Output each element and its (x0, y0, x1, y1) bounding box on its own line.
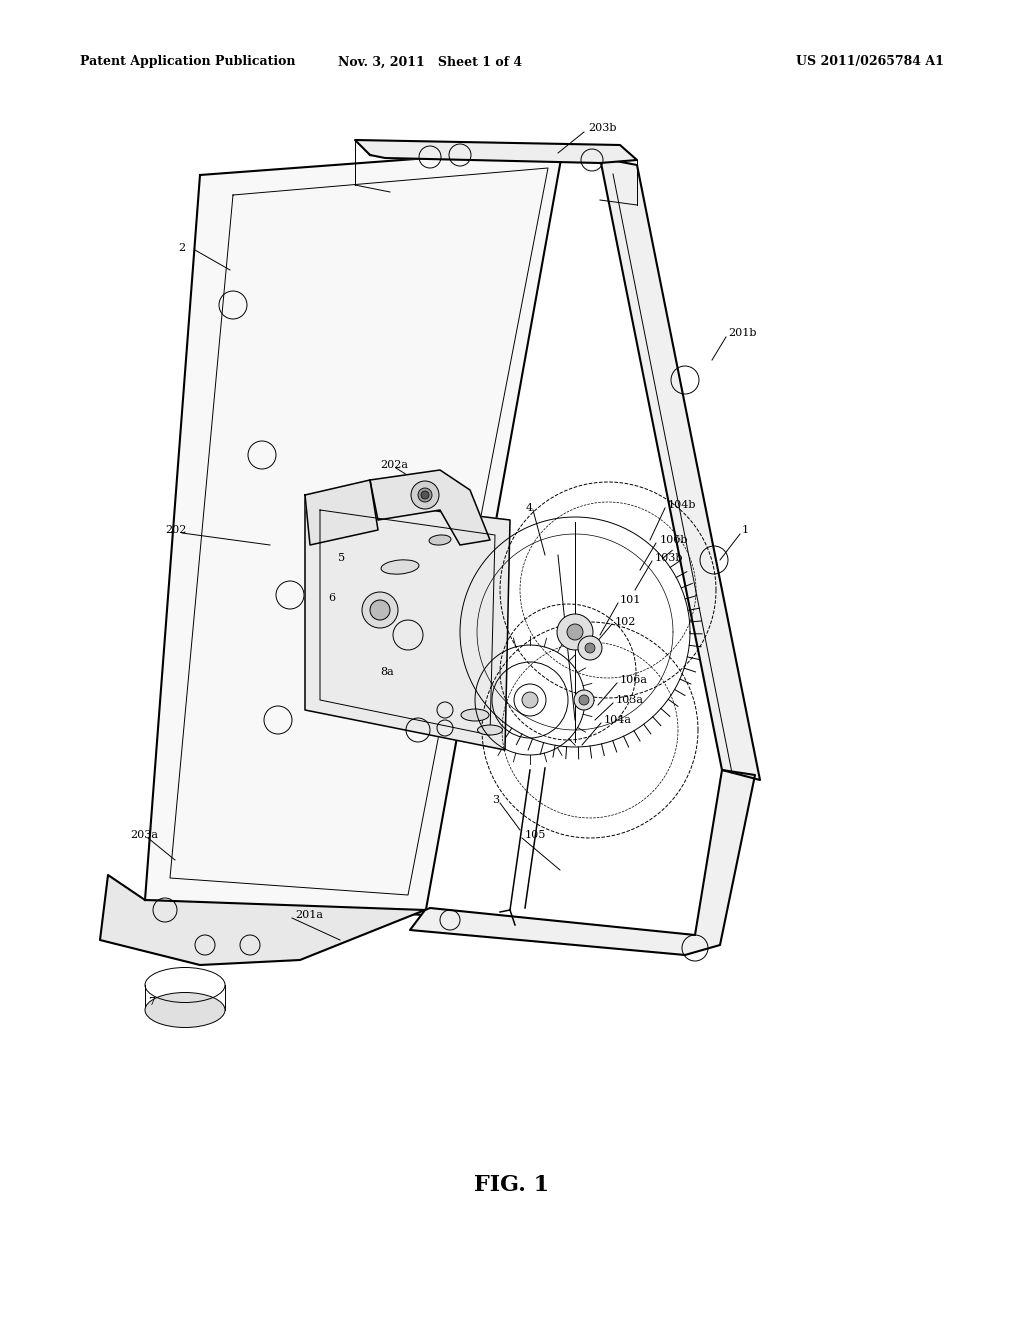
Text: 105: 105 (525, 830, 547, 840)
Circle shape (574, 690, 594, 710)
Circle shape (557, 614, 593, 649)
Text: 202a: 202a (380, 459, 408, 470)
Circle shape (421, 491, 429, 499)
Circle shape (578, 636, 602, 660)
Polygon shape (355, 140, 637, 162)
Text: 106a: 106a (620, 675, 648, 685)
Text: 103b: 103b (655, 553, 683, 564)
Text: 3: 3 (492, 795, 499, 805)
Polygon shape (305, 495, 510, 750)
Text: 2: 2 (178, 243, 185, 253)
Ellipse shape (429, 535, 451, 545)
Text: 104b: 104b (668, 500, 696, 510)
Circle shape (579, 696, 589, 705)
Ellipse shape (145, 993, 225, 1027)
Polygon shape (145, 148, 563, 915)
Text: 103a: 103a (616, 696, 644, 705)
Polygon shape (305, 480, 378, 545)
Text: Patent Application Publication: Patent Application Publication (80, 55, 296, 69)
Text: 201a: 201a (295, 909, 323, 920)
Text: 104a: 104a (604, 715, 632, 725)
Text: 1: 1 (742, 525, 750, 535)
Circle shape (370, 601, 390, 620)
Text: 102: 102 (615, 616, 636, 627)
Polygon shape (600, 158, 760, 780)
Circle shape (418, 488, 432, 502)
Circle shape (567, 624, 583, 640)
Text: 201b: 201b (728, 327, 757, 338)
Text: 203b: 203b (588, 123, 616, 133)
Text: 7: 7 (148, 997, 155, 1007)
Circle shape (362, 591, 398, 628)
Text: 5: 5 (338, 553, 345, 564)
Circle shape (522, 692, 538, 708)
Ellipse shape (477, 725, 503, 735)
Ellipse shape (461, 709, 489, 721)
Circle shape (411, 480, 439, 510)
Ellipse shape (381, 560, 419, 574)
Text: FIG. 1: FIG. 1 (474, 1173, 550, 1196)
Polygon shape (100, 875, 425, 965)
Text: 101: 101 (620, 595, 641, 605)
Text: 106b: 106b (660, 535, 688, 545)
Circle shape (585, 643, 595, 653)
Text: 8a: 8a (380, 667, 394, 677)
Text: 203a: 203a (130, 830, 158, 840)
Text: Nov. 3, 2011   Sheet 1 of 4: Nov. 3, 2011 Sheet 1 of 4 (338, 55, 522, 69)
Text: US 2011/0265784 A1: US 2011/0265784 A1 (796, 55, 944, 69)
Text: 202: 202 (165, 525, 186, 535)
Text: 4: 4 (526, 503, 534, 513)
Polygon shape (370, 470, 490, 545)
Polygon shape (410, 770, 755, 954)
Text: 6: 6 (328, 593, 335, 603)
